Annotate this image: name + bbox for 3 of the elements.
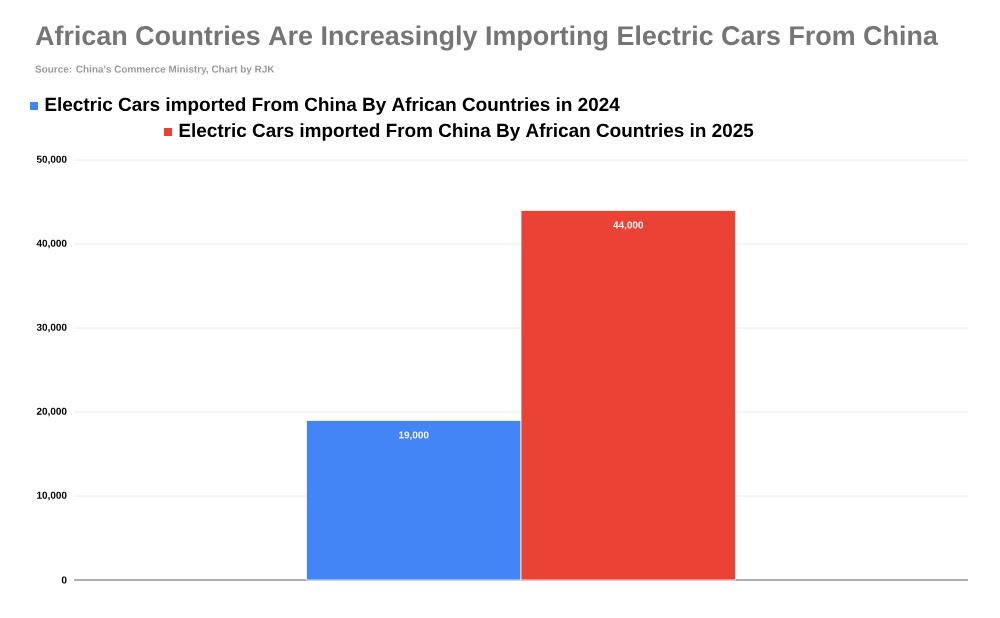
legend-label: Electric Cars imported From China By African Countries in 2024 (45, 97, 620, 115)
legend-label: Electric Cars imported From China By African Countries in 2025 (179, 123, 754, 141)
chart-title: African Countries Are Increasingly Importing Electric Cars From China (35, 25, 938, 51)
